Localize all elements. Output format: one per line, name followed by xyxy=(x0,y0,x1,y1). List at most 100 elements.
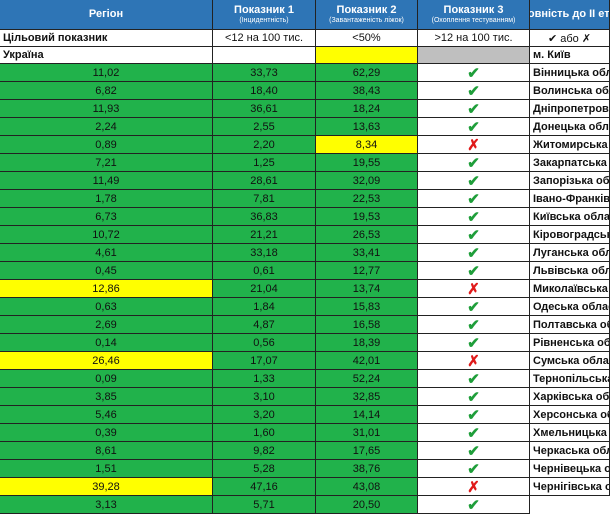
region-cell: Запорізька область xyxy=(530,172,610,190)
header-cell: Готовність до ІІ етапу xyxy=(530,0,610,30)
status-cell: ✔ xyxy=(418,100,530,118)
target-value: ✔ або ✗ xyxy=(547,32,592,45)
value: 32,85 xyxy=(352,390,381,403)
value-cell: 32,85 xyxy=(316,388,418,406)
header-title: Регіон xyxy=(88,8,124,20)
value: 43,08 xyxy=(352,480,381,493)
status-icon: ✔ xyxy=(467,370,480,388)
value: 6,73 xyxy=(95,210,117,223)
region-name: Вінницька область xyxy=(533,66,609,79)
value-cell: 18,40 xyxy=(213,82,316,100)
value-cell: 38,43 xyxy=(316,82,418,100)
value-cell: 26,46 xyxy=(0,352,213,370)
status-cell: ✔ xyxy=(418,262,530,280)
region-cell: Луганська область xyxy=(530,244,610,262)
status-icon: ✗ xyxy=(467,352,480,370)
value-cell: 21,21 xyxy=(213,226,316,244)
status-cell: ✔ xyxy=(418,406,530,424)
region-name: Хмельницька область xyxy=(533,426,609,439)
status-icon: ✔ xyxy=(467,100,480,118)
target-cell: <50% xyxy=(316,30,418,47)
value-cell: 19,55 xyxy=(316,154,418,172)
status-icon: ✔ xyxy=(467,496,480,514)
status-icon: ✔ xyxy=(467,424,480,442)
value-cell: 32,09 xyxy=(316,172,418,190)
value-cell: 43,08 xyxy=(316,478,418,496)
value: 22,53 xyxy=(352,192,381,205)
status-cell: ✔ xyxy=(418,388,530,406)
status-icon: ✔ xyxy=(467,298,480,316)
status-cell: ✔ xyxy=(418,172,530,190)
value-cell: 36,61 xyxy=(213,100,316,118)
value: 0,09 xyxy=(95,372,117,385)
value-cell: 5,46 xyxy=(0,406,213,424)
value: 38,76 xyxy=(352,462,381,475)
value-cell: 52,24 xyxy=(316,370,418,388)
value: 19,55 xyxy=(352,156,381,169)
national-cell xyxy=(213,47,316,64)
target-value: <12 на 100 тис. xyxy=(224,32,304,44)
status-cell: ✔ xyxy=(418,370,530,388)
target-cell: >12 на 100 тис. xyxy=(418,30,530,47)
value: 2,24 xyxy=(95,120,117,133)
value: 17,07 xyxy=(250,354,278,367)
region-name: Україна xyxy=(3,49,44,61)
value: 11,93 xyxy=(92,102,120,115)
region-name: Рівненська область xyxy=(533,336,610,349)
status-icon: ✗ xyxy=(467,136,480,154)
value: 3,85 xyxy=(95,390,117,403)
value-cell: 10,72 xyxy=(0,226,213,244)
value: 0,89 xyxy=(95,138,117,151)
value: 3,10 xyxy=(253,390,275,403)
header-subtitle: (Охоплення тестуванням) xyxy=(431,16,516,24)
region-name: Донецька область xyxy=(533,120,609,133)
region-name: Черкаська область xyxy=(533,444,609,457)
value: 12,77 xyxy=(352,264,381,277)
status-icon: ✔ xyxy=(467,226,480,244)
status-cell: ✗ xyxy=(418,280,530,298)
value: 6,82 xyxy=(95,84,117,97)
target-cell: ✔ або ✗ xyxy=(530,30,610,47)
value-cell: 11,49 xyxy=(0,172,213,190)
value: 16,58 xyxy=(352,318,381,331)
status-cell: ✔ xyxy=(418,208,530,226)
value: 11,49 xyxy=(92,174,120,187)
region-cell: Тернопільська область xyxy=(530,370,610,388)
status-cell: ✔ xyxy=(418,82,530,100)
value-cell: 6,82 xyxy=(0,82,213,100)
value: 33,73 xyxy=(250,66,278,79)
target-label-cell: Цільовий показник xyxy=(0,30,213,47)
value: 18,40 xyxy=(250,84,278,97)
region-cell: Дніпропетровська область xyxy=(530,100,610,118)
region-cell: Рівненська область xyxy=(530,334,610,352)
region-name: Луганська область xyxy=(533,246,610,259)
status-icon: ✔ xyxy=(467,172,480,190)
value-cell: 1,78 xyxy=(0,190,213,208)
value-cell: 0,09 xyxy=(0,370,213,388)
status-cell: ✔ xyxy=(418,334,530,352)
region-name: Чернігівська область xyxy=(533,480,609,493)
value: 1,25 xyxy=(253,156,275,169)
status-cell: ✗ xyxy=(418,478,530,496)
value: 38,43 xyxy=(352,84,381,97)
value-cell: 20,50 xyxy=(316,496,418,514)
value: 2,55 xyxy=(253,120,275,133)
value-cell: 13,74 xyxy=(316,280,418,298)
value: 0,63 xyxy=(95,300,117,313)
value-cell: 2,24 xyxy=(0,118,213,136)
value-cell: 18,24 xyxy=(316,100,418,118)
status-icon: ✔ xyxy=(467,190,480,208)
value-cell: 0,45 xyxy=(0,262,213,280)
header-title: Показник 2 xyxy=(336,3,397,16)
value: 12,86 xyxy=(92,282,120,295)
region-name: Тернопільська область xyxy=(533,372,610,385)
value-cell: 15,83 xyxy=(316,298,418,316)
status-icon: ✗ xyxy=(467,478,480,496)
value: 0,56 xyxy=(253,336,275,349)
header-title: Показник 1 xyxy=(234,3,294,16)
value-cell: 17,65 xyxy=(316,442,418,460)
status-cell: ✗ xyxy=(418,352,530,370)
region-cell: Кіровоградська область xyxy=(530,226,610,244)
value-cell: 1,84 xyxy=(213,298,316,316)
value-cell: 1,51 xyxy=(0,460,213,478)
